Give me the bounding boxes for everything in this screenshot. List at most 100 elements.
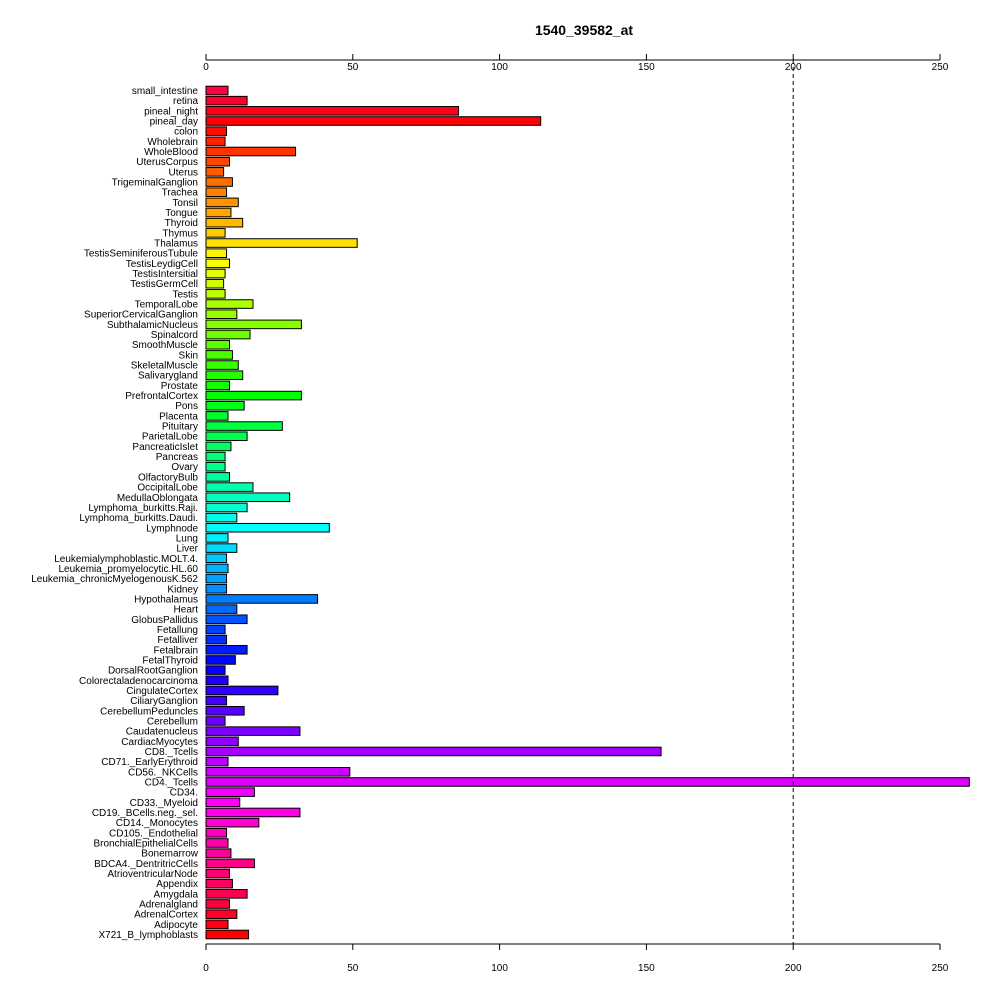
category-label: AdrenalCortex xyxy=(134,910,198,921)
bar xyxy=(205,248,228,258)
category-label: CingulateCortex xyxy=(126,686,198,697)
bar xyxy=(205,289,226,299)
bar xyxy=(205,878,233,889)
top-tick-label: 150 xyxy=(638,62,655,73)
category-label: PrefrontalCortex xyxy=(125,391,198,402)
bar xyxy=(205,624,226,635)
chart-title: 1540_39582_at xyxy=(535,22,633,38)
bar xyxy=(205,644,248,655)
bar xyxy=(205,319,302,330)
bar xyxy=(205,187,228,197)
bar xyxy=(205,797,241,808)
category-label: CD14._Monocytes xyxy=(116,818,198,829)
bar xyxy=(205,543,238,553)
category-label: Lung xyxy=(176,533,198,544)
bar xyxy=(205,899,230,909)
category-label: Tongue xyxy=(165,208,198,219)
bar xyxy=(205,909,238,919)
category-label: Salivarygland xyxy=(138,371,198,382)
category-label: Spinalcord xyxy=(151,330,198,341)
category-label: Amygdala xyxy=(154,889,199,900)
bottom-tick-label: 0 xyxy=(203,963,209,974)
category-label: CiliaryGanglion xyxy=(130,696,198,707)
bar xyxy=(205,512,238,523)
category-label: Heart xyxy=(174,605,199,616)
bar xyxy=(205,502,248,513)
category-label: Adipocyte xyxy=(154,920,198,931)
bottom-tick-label: 50 xyxy=(347,963,359,974)
bar xyxy=(205,116,542,126)
category-label: Pituitary xyxy=(162,422,198,433)
category-label: Pancreas xyxy=(156,452,198,463)
category-label: pineal_night xyxy=(144,106,198,117)
bar xyxy=(205,756,229,767)
category-label: CerebellumPeduncles xyxy=(100,706,198,717)
category-label: small_intestine xyxy=(132,86,199,97)
category-label: TrigeminalGanglion xyxy=(112,178,198,189)
category-label: TestisSeminiferousTubule xyxy=(84,249,199,260)
category-label: CD56._NKCells xyxy=(128,767,198,778)
bar xyxy=(205,746,662,757)
bar xyxy=(205,482,254,492)
bar xyxy=(205,919,229,930)
bar xyxy=(205,461,226,472)
category-label: Fetalliver xyxy=(157,635,198,646)
category-label: BDCA4._DentritricCells xyxy=(94,859,198,870)
category-label: TestisIntersitial xyxy=(132,269,198,280)
bottom-tick-label: 100 xyxy=(491,963,508,974)
bar xyxy=(205,614,248,625)
category-label: CD4._Tcells xyxy=(145,777,198,788)
category-label: FetalThyroid xyxy=(142,655,198,666)
bar xyxy=(205,136,226,147)
category-label: Tonsil xyxy=(172,198,198,209)
bar xyxy=(205,329,251,340)
category-label: Skin xyxy=(179,350,198,361)
bar xyxy=(205,390,302,401)
bar xyxy=(205,451,226,462)
bar xyxy=(205,604,238,614)
category-label: Caudatenucleus xyxy=(126,727,198,738)
bar xyxy=(205,350,233,360)
bar xyxy=(205,675,229,686)
top-tick-label: 0 xyxy=(203,62,209,73)
category-label: Colorectaladenocarcinoma xyxy=(79,676,198,687)
category-label: PancreaticIslet xyxy=(132,442,198,453)
category-label: Thymus xyxy=(162,228,198,239)
category-label: Liver xyxy=(176,544,198,555)
bar xyxy=(205,472,230,482)
category-label: Bonemarrow xyxy=(141,849,198,860)
bar xyxy=(205,553,228,564)
category-label: CD19._BCells.neg._sel. xyxy=(92,808,198,819)
bar xyxy=(205,156,230,167)
category-label: SuperiorCervicalGanglion xyxy=(84,310,198,321)
bar xyxy=(205,838,229,848)
category-label: TestisGermCell xyxy=(130,279,198,290)
top-tick-label: 250 xyxy=(932,62,949,73)
bar xyxy=(205,228,226,238)
category-label: UterusCorpus xyxy=(136,157,198,168)
category-label: Hypothalamus xyxy=(134,594,198,605)
bar xyxy=(205,848,232,858)
category-label: MedullaOblongata xyxy=(117,493,199,504)
bar xyxy=(205,309,238,320)
category-label: CD105._Endothelial xyxy=(109,828,198,839)
category-label: SkeletalMuscle xyxy=(131,361,199,372)
bar xyxy=(205,634,228,645)
category-label: SubthalamicNucleus xyxy=(107,320,198,331)
category-label: CD33._Myeloid xyxy=(130,798,198,809)
category-label: Leukemia_chronicMyelogenousK.562 xyxy=(31,574,198,585)
bar xyxy=(205,126,228,136)
category-label: OlfactoryBulb xyxy=(138,472,198,483)
bar xyxy=(205,889,248,899)
category-label: Trachea xyxy=(162,188,199,199)
bar xyxy=(205,339,230,350)
bar xyxy=(205,217,244,228)
bar xyxy=(205,695,228,706)
bottom-tick-label: 200 xyxy=(785,963,802,974)
bar xyxy=(205,807,301,818)
bar xyxy=(205,360,239,370)
bar xyxy=(205,777,970,787)
bar xyxy=(205,400,245,411)
